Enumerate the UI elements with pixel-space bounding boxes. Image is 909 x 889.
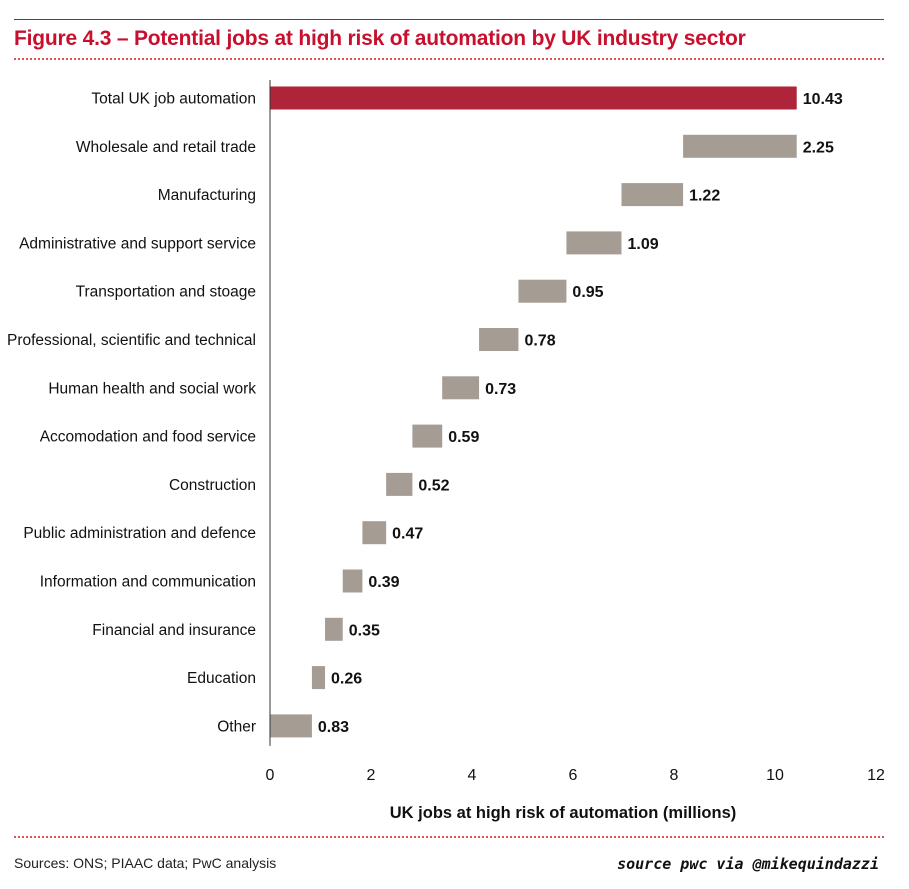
x-tick-label: 10	[766, 767, 784, 784]
sector-bar	[412, 424, 443, 448]
sector-bar	[362, 521, 387, 545]
sector-bar	[342, 569, 363, 593]
sector-bar	[442, 376, 480, 400]
sector-bar	[311, 666, 326, 690]
category-label: Wholesale and retail trade	[76, 139, 256, 156]
value-label: 0.47	[392, 526, 423, 543]
credit-note: source pwc via @mikequindazzi	[617, 855, 879, 873]
value-label: 0.59	[448, 429, 479, 446]
total-bar	[270, 86, 797, 110]
value-label: 10.43	[803, 91, 843, 108]
category-label: Total UK job automation	[91, 91, 256, 108]
category-label: Financial and insurance	[92, 622, 256, 639]
value-label: 1.22	[689, 188, 720, 205]
sector-bar	[479, 328, 519, 351]
sector-bar	[566, 231, 622, 255]
sector-bar	[325, 617, 343, 641]
value-label: 2.25	[803, 139, 834, 156]
value-label: 0.39	[368, 574, 399, 591]
sector-bar	[386, 472, 413, 496]
value-label: 0.52	[418, 477, 449, 494]
category-label: Other	[217, 718, 256, 735]
x-tick-label: 6	[569, 767, 578, 784]
value-label: 1.09	[627, 236, 658, 253]
value-label: 0.83	[318, 719, 349, 736]
category-label: Construction	[169, 477, 256, 494]
value-label: 0.35	[349, 622, 380, 639]
category-label: Education	[187, 670, 256, 687]
title-rule	[14, 19, 884, 20]
sector-bar	[621, 183, 684, 207]
category-label: Public administration and defence	[23, 525, 256, 542]
x-tick-label: 0	[266, 767, 275, 784]
header-dotted-rule	[14, 58, 884, 60]
x-tick-label: 12	[867, 767, 885, 784]
x-tick-label: 2	[367, 767, 376, 784]
x-axis-label: UK jobs at high risk of automation (mill…	[390, 804, 737, 822]
sector-bar	[683, 134, 797, 158]
category-label: Professional, scientific and technical	[7, 332, 256, 349]
value-label: 0.95	[572, 284, 603, 301]
value-label: 0.73	[485, 381, 516, 398]
category-label: Accomodation and food service	[40, 429, 256, 446]
value-label: 0.26	[331, 671, 362, 688]
chart-title: Figure 4.3 – Potential jobs at high risk…	[14, 27, 746, 50]
category-label: Human health and social work	[48, 380, 256, 397]
x-tick-label: 8	[670, 767, 679, 784]
sector-bar	[518, 279, 567, 303]
x-tick-label: 4	[468, 767, 477, 784]
footer-dotted-rule	[14, 836, 884, 838]
category-label: Administrative and support service	[19, 235, 256, 252]
category-label: Manufacturing	[158, 187, 256, 204]
value-label: 0.78	[524, 333, 555, 350]
waterfall-chart: Total UK job automation 10.43 Wholesale an…	[7, 80, 885, 822]
sector-bar	[270, 714, 312, 738]
sources-note: Sources: ONS; PIAAC data; PwC analysis	[14, 855, 277, 871]
category-label: Transportation and stoage	[76, 284, 256, 301]
category-label: Information and communication	[40, 574, 256, 591]
